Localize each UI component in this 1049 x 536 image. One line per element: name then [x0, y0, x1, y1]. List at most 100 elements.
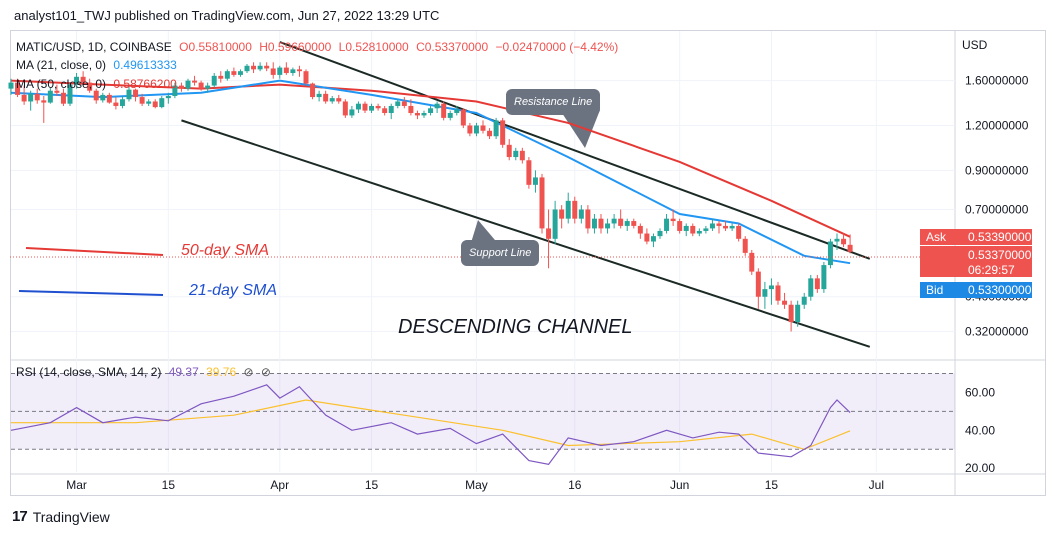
candlesticks	[8, 62, 853, 332]
candle-body	[690, 225, 696, 234]
ma21-value: 0.49613333	[113, 58, 177, 72]
candle-body	[559, 209, 565, 219]
descending-channel-label: DESCENDING CHANNEL	[398, 316, 633, 338]
candle-body	[467, 125, 473, 134]
candle-body	[375, 105, 381, 109]
candle-body	[650, 236, 656, 242]
rsi-legend[interactable]: RSI (14, close, SMA, 14, 2) 49.37 39.76 …	[16, 365, 275, 379]
resistance-line-callout[interactable]: Resistance Line	[506, 89, 601, 115]
bid-tag: Bid 0.53300000	[920, 282, 1032, 298]
candle-body	[251, 65, 257, 70]
candle-body	[178, 85, 184, 89]
candle-body	[336, 98, 342, 102]
publisher-header: analyst101_TWJ published on TradingView.…	[14, 8, 440, 23]
candle-body	[546, 228, 552, 239]
candle-body	[742, 238, 748, 253]
eye-off-icon[interactable]: ⊘	[243, 365, 254, 379]
candle-body	[218, 75, 224, 79]
candle-body	[808, 278, 814, 297]
candle-body	[159, 98, 165, 108]
candle-body	[801, 296, 807, 305]
candle-body	[487, 130, 493, 137]
ma50-legend[interactable]: MA (50, close, 0) 0.58766200	[16, 77, 181, 91]
candle-body	[270, 68, 276, 75]
channel-lines	[181, 41, 871, 348]
open-value: O0.55810000	[179, 40, 252, 54]
candle-body	[8, 82, 14, 89]
ask-value: 0.53390000	[968, 230, 1032, 244]
candle-body	[277, 67, 283, 75]
candle-body	[113, 102, 119, 106]
rsi-tick-label: 40.00	[965, 423, 995, 437]
time-tick-label: 15	[365, 478, 379, 492]
candle-body	[152, 101, 158, 108]
candle-body	[841, 238, 847, 245]
price-tick-label: 1.60000000	[965, 74, 1029, 88]
support-line-callout[interactable]: Support Line	[461, 240, 540, 266]
candle-body	[205, 85, 211, 89]
candle-body	[395, 101, 401, 106]
candle-body	[283, 67, 289, 74]
candle-body	[755, 271, 761, 297]
candle-body	[54, 90, 60, 93]
symbol-label[interactable]: MATIC/USD, 1D, COINBASE	[16, 40, 172, 54]
candle-body	[716, 223, 722, 226]
candle-body	[139, 97, 145, 104]
candle-body	[119, 99, 125, 106]
candle-body	[821, 265, 827, 290]
candle-body	[782, 300, 788, 305]
bar-countdown: 06:29:57	[968, 263, 1015, 277]
candle-body	[192, 80, 198, 83]
candle-body	[172, 85, 178, 96]
close-value: C0.53370000	[416, 40, 489, 54]
candle-body	[401, 101, 407, 106]
candle-body	[303, 71, 309, 84]
candle-body	[631, 221, 637, 226]
candle-body	[21, 94, 27, 102]
candle-body	[526, 160, 532, 185]
price-axis: 1.60000000 1.20000000 0.90000000 0.70000000…	[965, 74, 1029, 339]
candle-body	[74, 76, 80, 85]
rsi-panel: 60.00 40.00 20.00	[10, 372, 995, 475]
candle-body	[605, 223, 611, 229]
candle-body	[683, 225, 689, 231]
candle-body	[814, 278, 820, 290]
candle-body	[493, 120, 499, 137]
ma50-line	[10, 79, 851, 238]
last-price-value: 0.53370000	[968, 248, 1032, 262]
eye-off-icon-2[interactable]: ⊘	[260, 365, 271, 379]
time-tick-label: Apr	[270, 478, 289, 492]
rsi-value: 49.37	[168, 365, 199, 379]
candle-body	[578, 209, 584, 219]
candle-body	[106, 94, 112, 103]
sma21-text-label: 21-day SMA	[189, 282, 278, 299]
resistance-line	[279, 41, 871, 260]
candle-body	[618, 218, 624, 226]
candle-body	[28, 93, 34, 102]
candle-body	[847, 244, 853, 252]
rsi-tick-label: 20.00	[965, 461, 995, 475]
ask-label: Ask	[926, 230, 947, 244]
chart-frame	[10, 30, 1046, 496]
time-tick-label: Mar	[66, 478, 87, 492]
footer-brand[interactable]: TradingView	[32, 508, 110, 525]
candle-body	[382, 108, 388, 114]
candle-body	[513, 150, 519, 158]
candle-body	[709, 223, 715, 229]
ohlc-legend: MATIC/USD, 1D, COINBASE O0.55810000 H0.5…	[16, 40, 622, 54]
candle-body	[93, 90, 99, 101]
price-tick-label: 0.70000000	[965, 203, 1029, 217]
candle-body	[788, 304, 794, 323]
candle-body	[460, 109, 466, 126]
candle-body	[211, 75, 217, 86]
sma50-text-label: 50-day SMA	[181, 242, 270, 259]
tradingview-logo-icon[interactable]: 17	[12, 508, 28, 525]
ma21-legend[interactable]: MA (21, close, 0) 0.49613333	[16, 58, 181, 72]
candle-body	[624, 221, 630, 226]
high-value: H0.59660000	[259, 40, 332, 54]
candle-body	[795, 304, 801, 323]
candle-body	[428, 108, 434, 114]
candle-body	[749, 252, 755, 272]
candle-body	[34, 93, 40, 101]
